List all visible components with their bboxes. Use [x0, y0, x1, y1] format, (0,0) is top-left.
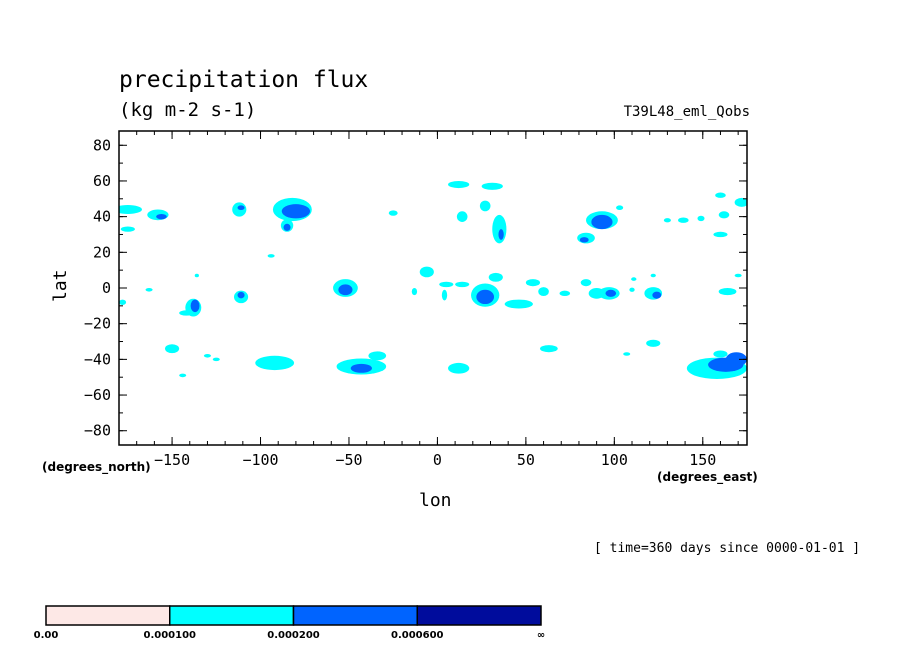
x-tick-label: 50 [517, 451, 535, 469]
precip-cell-36 [194, 273, 199, 278]
precip-cell-56 [629, 287, 635, 292]
precip-cell-16 [492, 214, 507, 244]
color-legend: 0.00 0.000100 0.000200 0.000600 ∞ [34, 605, 545, 641]
precip-cell-29 [713, 231, 728, 238]
precip-cell-77 [725, 352, 747, 367]
precip-cell-70 [179, 373, 187, 378]
legend-label-3: 0.000600 [391, 630, 444, 641]
precip-cell-23 [663, 218, 671, 223]
legend-label-0: 0.00 [34, 630, 59, 641]
precip-cell-59 [652, 291, 662, 299]
precip-cell-7 [281, 204, 311, 219]
precip-cell-64 [203, 354, 211, 358]
x-tick-label: 0 [433, 451, 442, 469]
y-tick-label: 80 [93, 136, 111, 154]
y-tick-label: 60 [93, 172, 111, 190]
axis-ticks: −150 −100 −50 0 50 100 150 80 60 40 20 0 −20 −40 −60 −8… [84, 131, 747, 469]
run-label: T39L48_eml_Qobs [623, 104, 750, 120]
precip-cell-14 [456, 211, 468, 222]
x-tick-label: 100 [601, 451, 628, 469]
y-tick-label: 0 [102, 279, 111, 297]
chart-units: (kg m-2 s-1) [119, 99, 257, 121]
precip-cell-66 [255, 355, 295, 371]
y-tick-label: −80 [84, 422, 111, 440]
precip-cell-38 [338, 284, 353, 296]
y-tick-label: −40 [84, 350, 111, 368]
precip-cell-60 [718, 288, 737, 296]
x-tick-label: −50 [335, 451, 362, 469]
x-tick-label: −100 [242, 451, 278, 469]
precip-cell-48 [525, 279, 541, 287]
legend-swatch-2 [292, 605, 418, 626]
y-tick-label: −20 [84, 315, 111, 333]
precip-cell-42 [455, 281, 470, 288]
legend-swatch-1 [169, 605, 295, 626]
precip-cell-28 [734, 197, 747, 207]
legend-swatch-3 [416, 605, 542, 626]
precip-cell-74 [646, 339, 661, 347]
precip-cell-5 [237, 205, 245, 211]
precip-cell-62 [119, 299, 127, 305]
precip-cell-73 [623, 352, 631, 356]
x-axis-unit: (degrees_east) [657, 470, 758, 484]
y-tick-label: 20 [93, 243, 111, 261]
precip-cell-15 [479, 200, 491, 212]
precip-cell-43 [441, 289, 448, 301]
legend-swatch-0 [45, 605, 171, 626]
precip-cell-13 [481, 182, 503, 190]
precip-cell-49 [538, 287, 549, 297]
y-tick-label: −60 [84, 386, 111, 404]
precip-cell-0 [119, 205, 142, 214]
precip-cell-35 [237, 291, 245, 299]
precip-cell-72 [540, 345, 558, 353]
chart-title: precipitation flux [119, 67, 369, 93]
precip-cell-54 [605, 289, 617, 297]
precip-cell-69 [368, 351, 387, 361]
precip-cell-10 [267, 254, 275, 258]
precip-cell-41 [439, 281, 454, 288]
precip-cell-33 [145, 288, 153, 292]
precip-cell-22 [616, 205, 624, 211]
precip-cell-65 [212, 357, 220, 362]
precip-cell-26 [718, 211, 730, 219]
precip-cell-31 [190, 299, 200, 313]
precip-cell-39 [411, 288, 418, 296]
precip-cell-45 [476, 289, 495, 305]
precip-cell-63 [164, 344, 180, 354]
x-axis-title: lon [419, 490, 452, 511]
precip-cell-55 [631, 277, 637, 281]
time-annotation: [ time=360 days since 0000-01-01 ] [594, 541, 861, 556]
precip-cell-61 [734, 273, 742, 278]
precip-cell-68 [350, 363, 372, 373]
y-tick-label: 40 [93, 208, 111, 226]
precip-cell-27 [715, 192, 726, 198]
precip-cell-24 [678, 217, 689, 223]
precip-cell-12 [448, 180, 470, 189]
y-axis-unit: (degrees_north) [42, 460, 151, 474]
x-tick-label: 150 [689, 451, 716, 469]
precip-cell-57 [650, 273, 656, 278]
precip-cell-51 [580, 279, 592, 287]
precip-cell-71 [448, 362, 470, 374]
precip-cell-17 [498, 229, 504, 240]
x-tick-label: −150 [154, 451, 190, 469]
legend-label-1: 0.000100 [143, 630, 196, 641]
precip-cell-50 [559, 290, 571, 297]
precip-cell-32 [179, 310, 194, 316]
precip-cell-78 [713, 350, 728, 358]
legend-label-4: ∞ [537, 630, 545, 641]
precip-cell-19 [591, 214, 613, 230]
precip-cell-40 [419, 266, 434, 278]
precip-cell-25 [697, 215, 705, 222]
precip-cell-2 [156, 213, 167, 220]
precip-cell-11 [388, 210, 398, 216]
legend-label-2: 0.000200 [267, 630, 320, 641]
precip-cell-9 [283, 223, 291, 231]
precip-cell-3 [120, 226, 135, 232]
precip-cell-21 [579, 237, 589, 243]
precip-cell-47 [504, 299, 533, 309]
precip-cell-46 [488, 272, 503, 282]
contour-cells [119, 180, 747, 379]
